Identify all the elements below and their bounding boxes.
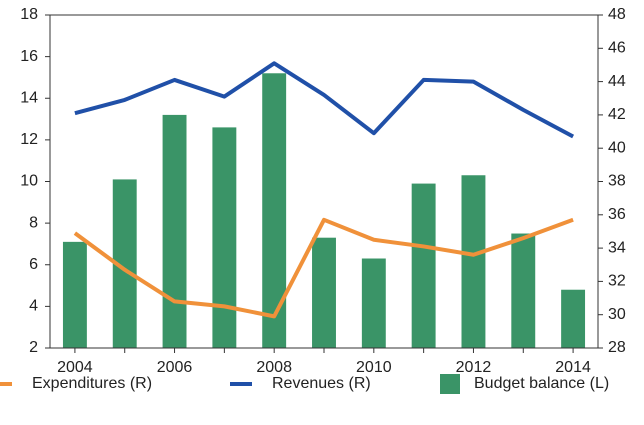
y-tick-label: 10 [20,173,38,190]
y2-tick-label: 34 [608,239,626,256]
y2-tick-label: 38 [608,173,626,190]
x-tick-label: 2008 [256,359,292,376]
legend-swatch [440,374,460,394]
y-tick-label: 16 [20,48,38,65]
y2-tick-label: 48 [608,6,626,23]
bar [62,241,87,348]
legend-label: Expenditures (R) [32,375,152,392]
y2-tick-label: 40 [608,139,626,156]
bar [212,127,237,348]
y2-tick-label: 36 [608,206,626,223]
bar [162,114,187,349]
y-tick-label: 4 [29,298,38,315]
line [73,217,574,319]
x-tick-label: 2014 [555,359,591,376]
y2-tick-label: 46 [608,40,626,57]
y2-tick-label: 32 [608,273,626,290]
y2-tick-label: 44 [608,73,626,90]
x-tick-label: 2012 [456,359,492,376]
legend-label: Revenues (R) [272,375,371,392]
y-tick-label: 6 [29,256,38,273]
bar [461,175,486,348]
y2-tick-label: 42 [608,106,626,123]
x-tick-label: 2010 [356,359,392,376]
bar [511,233,536,348]
bar [561,289,586,348]
y2-tick-label: 30 [608,306,626,323]
y-tick-label: 18 [20,6,38,23]
bar [361,258,386,348]
y-tick-label: 12 [20,131,38,148]
legend-label: Budget balance (L) [474,375,609,392]
bar [262,73,287,349]
bar [312,237,336,348]
y-tick-label: 2 [29,339,38,356]
bar [411,183,436,348]
bar [112,179,137,348]
x-tick-label: 2006 [157,359,193,376]
y-tick-label: 14 [20,89,38,106]
y2-tick-label: 28 [608,339,626,356]
line [74,61,575,139]
y-tick-label: 8 [29,214,38,231]
x-tick-label: 2004 [57,359,93,376]
